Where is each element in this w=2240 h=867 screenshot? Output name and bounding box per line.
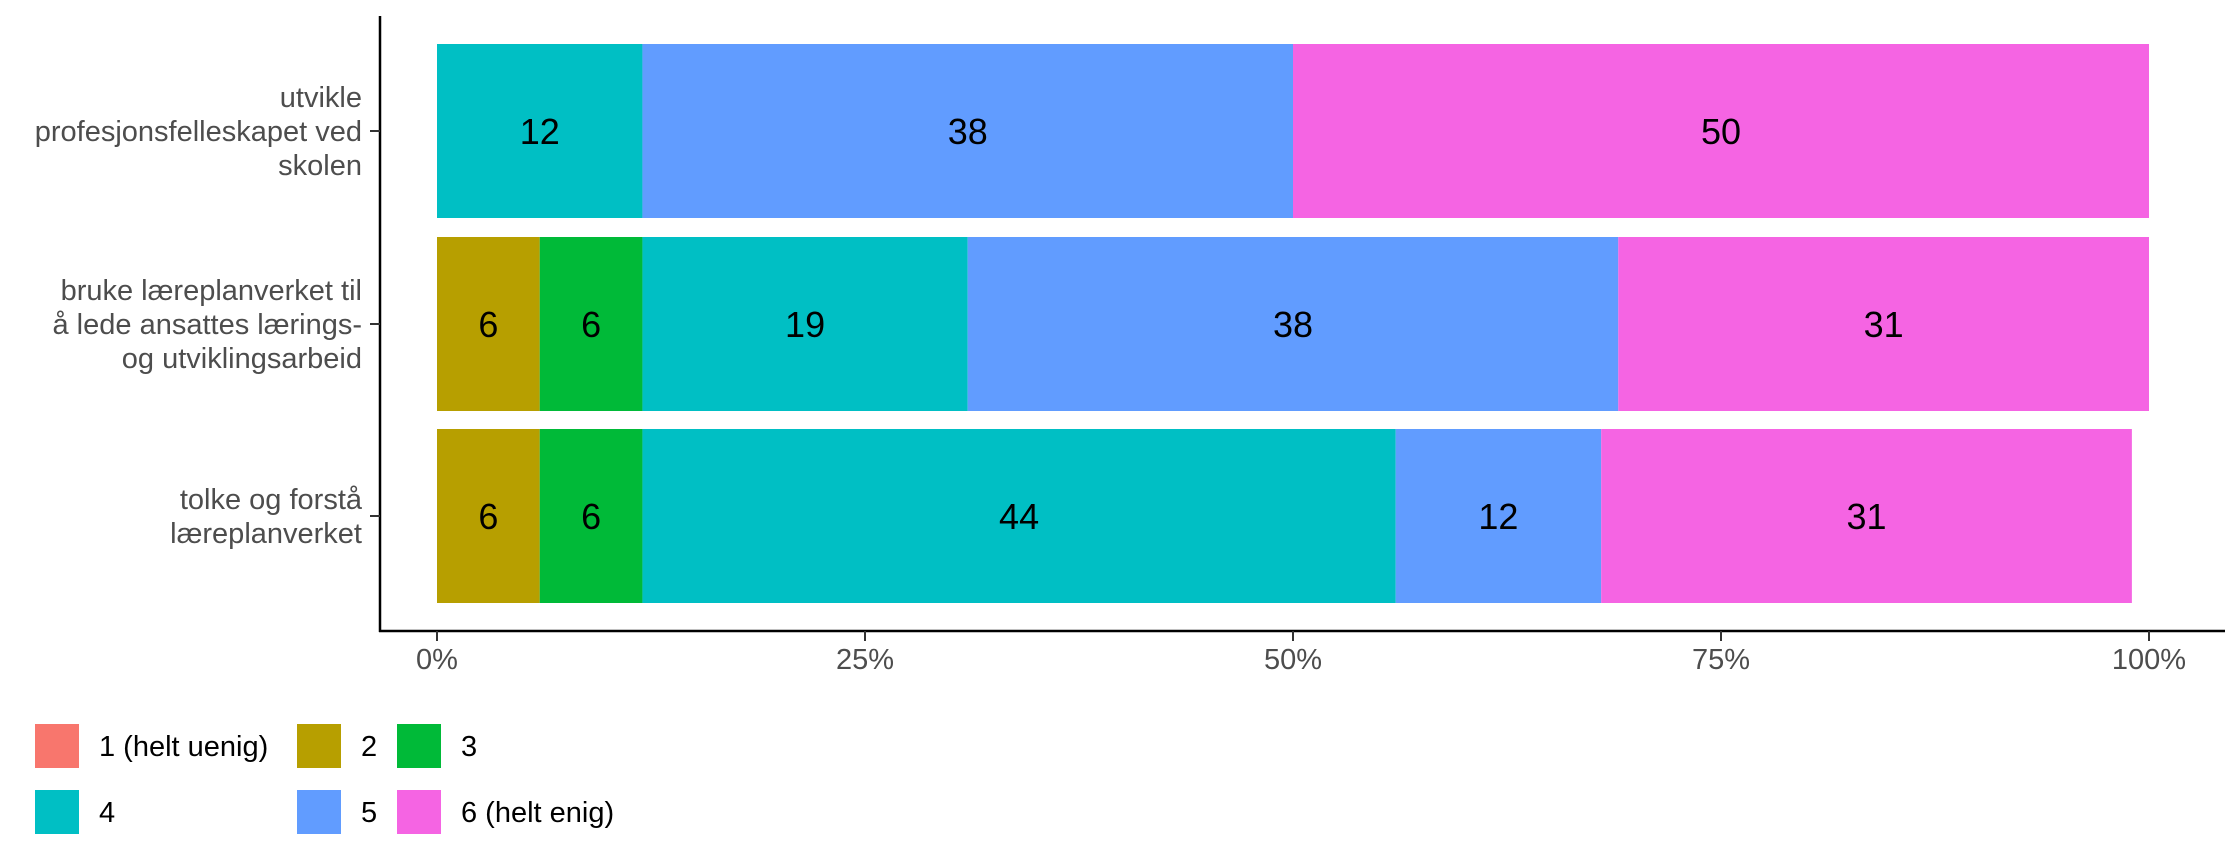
bar-segment [539, 237, 643, 411]
bar-value-label: 6 [581, 304, 601, 345]
x-tick-label: 75% [1692, 644, 1750, 676]
x-tick-label: 100% [2112, 644, 2186, 676]
bar-segment [539, 429, 643, 603]
bar-value-label: 12 [1478, 496, 1518, 537]
x-tick-label: 25% [836, 644, 894, 676]
bar-segment [437, 237, 540, 411]
bar-value-label: 6 [478, 496, 498, 537]
bar-value-label: 38 [1273, 304, 1313, 345]
y-category-label-line: utvikle [280, 82, 362, 114]
bar-value-label: 38 [948, 111, 988, 152]
axes-group: 0% 25% 50% 75% 100% utvikle profesjonsfelleska… [35, 16, 2225, 676]
bar-segment [1601, 429, 2132, 603]
bar-segment [437, 429, 540, 603]
legend-label: 4 [99, 797, 115, 829]
legend-label: 3 [461, 731, 477, 763]
legend-label: 2 [361, 731, 377, 763]
x-tick-label: 50% [1264, 644, 1322, 676]
bar-value-label: 6 [478, 304, 498, 345]
legend-label: 6 (helt enig) [461, 797, 614, 829]
bar-value-label: 12 [520, 111, 560, 152]
bar-value-label: 19 [785, 304, 825, 345]
y-category-label-line: læreplanverket [170, 518, 362, 550]
bar-value-label: 31 [1846, 496, 1886, 537]
y-category-label-line: å lede ansattes lærings- [53, 309, 363, 341]
y-category-label-line: og utviklingsarbeid [122, 343, 362, 375]
y-category-label: tolke og forstå læreplanverket [170, 484, 363, 550]
bar-value-label: 50 [1701, 111, 1741, 152]
bar-segment [437, 44, 643, 218]
legend-swatch [297, 724, 341, 768]
bar-segment [1395, 429, 1602, 603]
legend: 1 (helt uenig) 2 3 4 5 6 (helt enig) [35, 724, 614, 834]
bar-segment [642, 429, 1396, 603]
bar-value-label: 44 [999, 496, 1039, 537]
legend-swatch [35, 724, 79, 768]
y-category-label: bruke læreplanverket til å lede ansattes … [53, 275, 363, 375]
bar-segment [967, 237, 1619, 411]
y-category-label-line: profesjonsfelleskapet ved [35, 116, 362, 148]
x-tick-label: 0% [416, 644, 458, 676]
bar-segment [642, 237, 968, 411]
legend-swatch [35, 790, 79, 834]
legend-label: 1 (helt uenig) [99, 731, 268, 763]
y-category-label-line: skolen [278, 150, 362, 182]
legend-label: 5 [361, 797, 377, 829]
legend-swatch [297, 790, 341, 834]
bar-segment [1293, 44, 2149, 218]
y-category-label-line: tolke og forstå [180, 484, 363, 516]
bars-group: 12 38 50 6 6 19 38 31 6 6 44 12 31 [437, 44, 2149, 603]
legend-swatch [397, 790, 441, 834]
bar-segment [642, 44, 1293, 218]
bar-segment [1618, 237, 2149, 411]
y-category-label-line: bruke læreplanverket til [61, 275, 362, 307]
legend-swatch [397, 724, 441, 768]
y-category-label: utvikle profesjonsfelleskapet ved skolen [35, 82, 362, 182]
bar-value-label: 6 [581, 496, 601, 537]
bar-value-label: 31 [1864, 304, 1904, 345]
